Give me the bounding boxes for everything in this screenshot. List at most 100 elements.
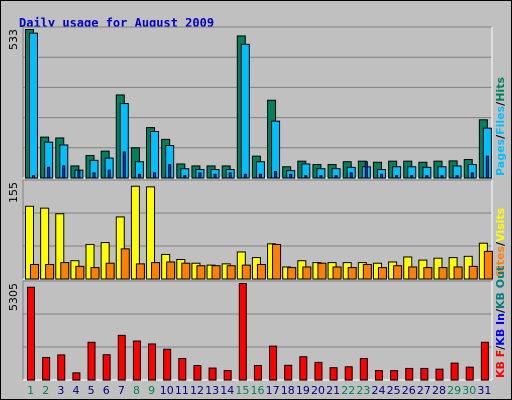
bar-sites — [287, 267, 297, 280]
bar-kb-f — [178, 358, 187, 381]
bar-pages — [425, 175, 429, 179]
bar-sites — [302, 266, 312, 280]
bar-kb-f — [132, 340, 141, 381]
bar-pages — [485, 155, 489, 179]
x-tick-label: 17 — [266, 384, 280, 397]
bar-sites — [377, 267, 387, 280]
bar-pages — [168, 164, 172, 179]
x-tick-label: 25 — [387, 384, 401, 397]
bar-pages — [349, 172, 353, 179]
bar-kb-f — [314, 361, 323, 381]
x-tick-label: 27 — [417, 384, 431, 397]
bar-kb-f — [450, 362, 459, 381]
bar-sites — [166, 261, 176, 280]
bar-sites — [30, 263, 39, 280]
bar-kb-f — [163, 348, 172, 381]
legend-entry: KB Out — [494, 266, 507, 309]
legend-entry: Pages — [494, 138, 507, 176]
bar-sites — [347, 267, 357, 280]
bar-kb-f — [435, 368, 444, 381]
bar-kb-f — [374, 370, 383, 381]
bar-sites — [151, 262, 161, 280]
bar-visits — [115, 216, 125, 280]
bar-kb-f — [27, 286, 35, 381]
bar-kb-f — [57, 354, 66, 381]
bar-sites — [317, 262, 327, 280]
max-value-label: 5305 — [7, 283, 20, 311]
legend-hits-files-pages: Pages/Files/Hits — [494, 77, 507, 176]
x-tick-label: 3 — [57, 384, 64, 397]
x-tick-label: 14 — [220, 384, 234, 397]
bar-kb-f — [208, 367, 217, 381]
bar-pages — [62, 165, 66, 179]
bar-pages — [258, 173, 262, 179]
x-tick-label: 13 — [205, 384, 219, 397]
x-tick-label: 1 — [27, 384, 34, 397]
x-tick-label: 16 — [251, 384, 265, 397]
x-tick-label: 18 — [281, 384, 295, 397]
bar-files — [29, 32, 38, 179]
bar-kb-f — [253, 365, 262, 381]
bar-kb-f — [405, 367, 414, 381]
bar-pages — [470, 172, 474, 179]
max-value-label: 155 — [7, 182, 20, 203]
bar-pages — [319, 175, 323, 179]
bar-files — [240, 43, 250, 179]
bar-pages — [213, 173, 217, 179]
bar-kb-f — [72, 372, 81, 381]
bar-kb-f — [223, 370, 232, 381]
bar-kb-f — [344, 366, 353, 381]
x-tick-label: 26 — [402, 384, 416, 397]
bar-visits — [130, 185, 140, 280]
bar-pages — [379, 173, 383, 179]
bar-visits — [40, 207, 50, 280]
bar-visits — [100, 242, 110, 280]
bar-sites — [483, 250, 493, 280]
bar-sites — [241, 264, 251, 280]
x-tick-label: 31 — [477, 384, 491, 397]
bar-pages — [137, 173, 141, 179]
bar-kb-f — [117, 334, 126, 381]
x-tick-label: 21 — [326, 384, 340, 397]
legend-visits-sites: Sites/Visits — [494, 207, 507, 277]
bar-pages — [92, 172, 96, 179]
bar-pages — [183, 175, 187, 179]
bar-pages — [32, 175, 35, 179]
bar-pages — [77, 169, 81, 179]
bar-pages — [334, 175, 338, 179]
bar-kb-f — [42, 356, 51, 381]
bar-sites — [393, 265, 403, 280]
bar-files — [150, 131, 160, 179]
bar-visits — [85, 243, 95, 280]
x-tick-label: 24 — [372, 384, 386, 397]
x-tick-label: 22 — [341, 384, 355, 397]
x-tick-label: 30 — [462, 384, 476, 397]
legend-separator: / — [494, 134, 507, 139]
x-tick-label: 2 — [42, 384, 49, 397]
bar-pages — [47, 166, 51, 179]
bar-files — [271, 120, 281, 179]
legend-entry: Hits — [494, 77, 507, 102]
bar-sites — [226, 265, 236, 280]
bar-pages — [153, 172, 157, 179]
bar-kb-f — [269, 345, 278, 381]
bar-sites — [362, 263, 372, 280]
legend-entry: KB In — [494, 313, 507, 346]
bar-sites — [181, 262, 191, 280]
bar-sites — [453, 266, 463, 280]
x-tick-label: 5 — [88, 384, 95, 397]
x-tick-label: 23 — [356, 384, 370, 397]
bar-sites — [211, 265, 221, 280]
legend-entry: Visits — [494, 207, 507, 242]
x-tick-label: 28 — [432, 384, 446, 397]
max-value-label: 533 — [7, 29, 20, 50]
bar-sites — [105, 262, 115, 280]
bar-sites — [468, 265, 478, 280]
bar-sites — [438, 267, 448, 280]
x-tick-label: 15 — [235, 384, 249, 397]
legend-separator: / — [494, 101, 507, 106]
x-tick-label: 10 — [160, 384, 174, 397]
bar-kb-f — [299, 356, 308, 381]
bar-pages — [455, 175, 459, 179]
legend-entry: KB F — [494, 350, 507, 378]
